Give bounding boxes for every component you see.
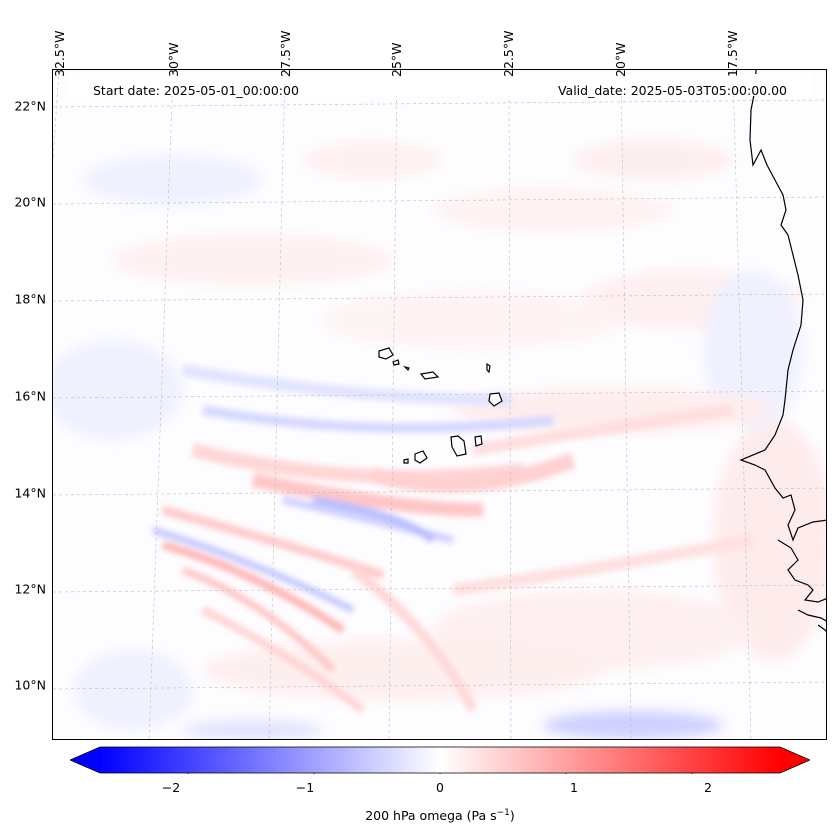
- west-african-coastline: [739, 70, 826, 632]
- lon-label-17-5w: 17.5°W: [725, 30, 740, 77]
- colorbar-title-prefix: 200 hPa omega (Pa s: [365, 808, 497, 824]
- colorbar-title: 200 hPa omega (Pa s−1): [0, 808, 837, 823]
- colorbar-tick-0: 0: [436, 780, 444, 795]
- colorbar-title-suffix: ): [509, 808, 515, 824]
- colorbar-tick-1: 1: [570, 780, 578, 795]
- lon-label-30w: 30°W: [166, 42, 181, 77]
- lat-label-16n: 16°N: [14, 388, 46, 404]
- graticule: [53, 70, 826, 739]
- colorbar-tick-neg1: −1: [295, 780, 315, 795]
- colorbar-max-extend: [780, 747, 810, 773]
- omega-field-map: [53, 70, 826, 739]
- lon-label-22-5w: 22.5°W: [501, 30, 516, 77]
- colorbar-tick-neg2: −2: [161, 780, 181, 795]
- colorbar-min-extend: [70, 747, 100, 773]
- lat-label-12n: 12°N: [14, 581, 46, 597]
- colorbar-tick-2: 2: [704, 780, 712, 795]
- lon-label-25w: 25°W: [389, 42, 404, 77]
- colorbar: [70, 746, 810, 774]
- colorbar-gradient: [100, 747, 780, 773]
- map-panel[interactable]: Start date: 2025-05-01_00:00:00 Valid_da…: [52, 69, 827, 740]
- colorbar-title-exponent: −1: [496, 808, 510, 818]
- lat-label-10n: 10°N: [14, 677, 46, 693]
- cape-verde-islands: [378, 347, 503, 464]
- lat-label-18n: 18°N: [14, 291, 46, 307]
- start-date-label: Start date: 2025-05-01_00:00:00: [93, 83, 299, 98]
- lon-label-20w: 20°W: [613, 42, 628, 77]
- info-strip: Start date: 2025-05-01_00:00:00 Valid_da…: [67, 74, 813, 98]
- lat-label-22n: 22°N: [14, 98, 46, 114]
- lat-label-20n: 20°N: [14, 194, 46, 210]
- lat-label-14n: 14°N: [14, 485, 46, 501]
- lon-label-27-5w: 27.5°W: [278, 30, 293, 77]
- valid-date-label: Valid_date: 2025-05-03T05:00:00.00: [557, 83, 787, 98]
- lon-label-32-5w: 32.5°W: [52, 30, 67, 77]
- omega-shading: [53, 140, 826, 739]
